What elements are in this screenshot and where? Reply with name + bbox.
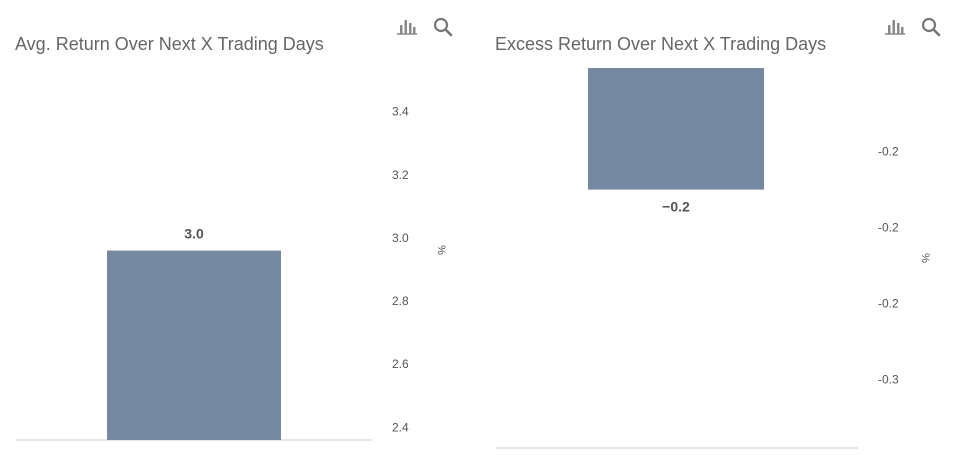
y-tick-label: -0.3 [878,373,899,387]
search-icon[interactable] [920,16,942,43]
data-label: −0.2 [662,199,690,215]
bar [107,250,281,440]
y-tick-label: -0.2 [878,221,899,235]
data-label: 3.0 [184,226,204,242]
excess-return-bar-chart: -0.2 -0.2 -0.2 -0.3% −0.2 [496,68,931,449]
y-tick-label: 3.4 [392,105,409,119]
y-tick-label: 2.4 [392,420,409,434]
y-tick-label: 3.2 [392,168,409,182]
chart-title: Avg. Return Over Next X Trading Days [15,34,324,54]
y-tick-label: 2.6 [392,357,409,371]
y-tick-label: -0.2 [878,297,899,311]
search-icon[interactable] [432,16,454,43]
y-tick-label: -0.2 [878,145,899,159]
y-axis-unit-label: % [919,253,931,263]
avg-return-bar-chart: 3.4 3.2 3.0 2.8 2.6 2.4% 3.0 [16,105,447,441]
y-axis-unit-label: % [435,245,447,255]
y-tick-label: 3.0 [392,231,409,245]
chart-panel-avg-return: Avg. Return Over Next X Trading Days 3.4… [0,0,470,455]
chart-title: Excess Return Over Next X Trading Days [495,34,827,54]
bar-chart-icon[interactable] [884,16,906,41]
y-tick-label: 2.8 [392,294,409,308]
bar [588,68,764,190]
chart-panel-excess-return: Excess Return Over Next X Trading Days -… [480,0,958,455]
bar-chart-icon[interactable] [396,16,418,41]
